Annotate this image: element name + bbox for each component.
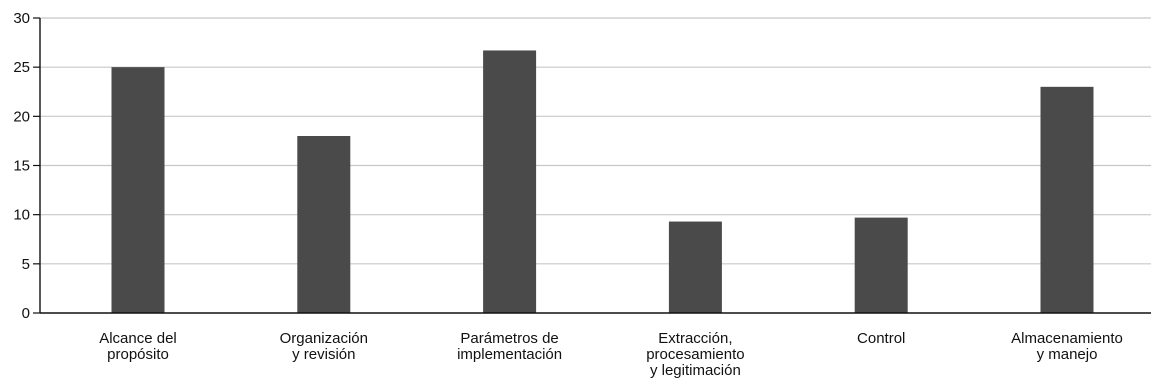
bars bbox=[111, 50, 1094, 314]
x-category-label-line: propósito bbox=[107, 346, 169, 363]
x-category-label-line: Extracción, bbox=[658, 330, 732, 347]
y-tick-label: 30 bbox=[13, 10, 30, 27]
axes bbox=[33, 17, 1151, 314]
x-category-label-line: y revisión bbox=[292, 346, 355, 363]
bar bbox=[111, 67, 165, 314]
y-tick-label: 25 bbox=[13, 59, 30, 76]
x-category-label-line: Control bbox=[857, 330, 905, 347]
y-tick-label: 10 bbox=[13, 207, 30, 224]
y-tick-labels: 0 5 10 15 20 25 30 bbox=[13, 10, 30, 322]
bar bbox=[668, 221, 722, 313]
x-category-label-line: Parámetros de bbox=[460, 330, 558, 347]
x-category-label-line: Organización bbox=[280, 330, 368, 347]
x-category-label-line: Alcance del bbox=[99, 330, 177, 347]
y-tick-label: 20 bbox=[13, 108, 30, 125]
y-tick-label: 5 bbox=[22, 256, 30, 273]
y-tick-label: 15 bbox=[13, 158, 30, 175]
x-category-label-line: y manejo bbox=[1037, 346, 1098, 363]
x-category-label-line: y legitimación bbox=[650, 362, 741, 379]
bar bbox=[854, 217, 908, 313]
x-category-label: Control bbox=[857, 330, 905, 347]
bar bbox=[483, 50, 537, 313]
x-category-label-line: procesamiento bbox=[646, 346, 744, 363]
gridlines bbox=[40, 17, 1151, 265]
bar bbox=[297, 136, 351, 313]
x-category-label-line: Almacenamiento bbox=[1011, 330, 1123, 347]
x-category-label-line: implementación bbox=[457, 346, 562, 363]
bar bbox=[1040, 86, 1094, 313]
y-tick-label: 0 bbox=[22, 305, 30, 322]
